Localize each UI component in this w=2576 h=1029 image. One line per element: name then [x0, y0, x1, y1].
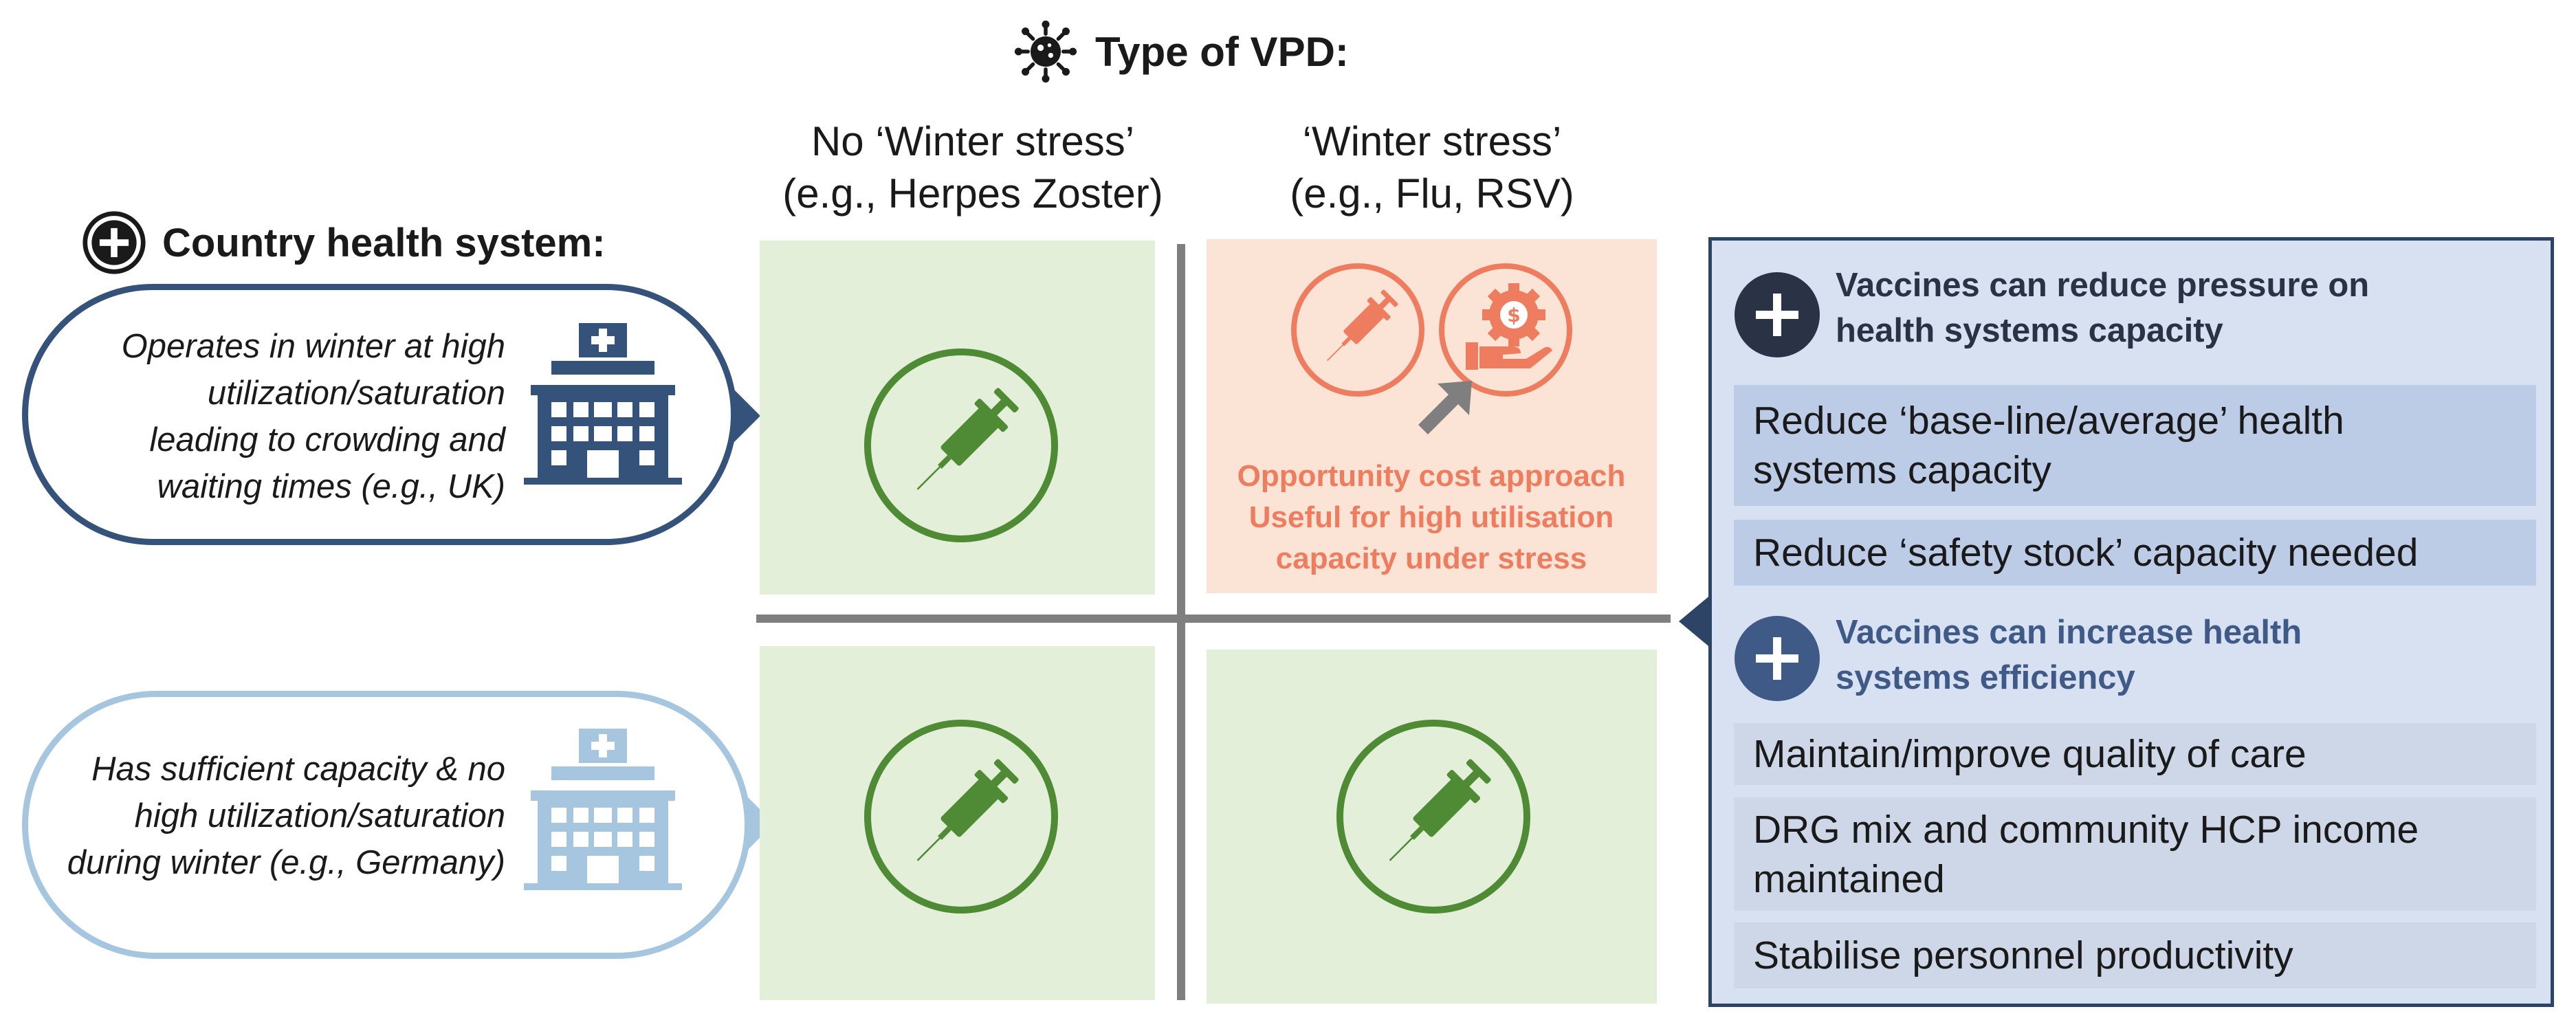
row-text-sufficient-capacity: Has sufficient capacity & no high utiliz…: [31, 746, 505, 886]
benefit-item-line: Stabilise personnel productivity: [1753, 933, 2293, 977]
svg-text:$: $: [1507, 304, 1520, 327]
benefit-item-line: Maintain/improve quality of care: [1753, 732, 2307, 776]
section-heading-reduce-pressure: Vaccines can reduce pressure on health s…: [1836, 263, 2454, 353]
panel-pointer: [1679, 594, 1712, 649]
hospital-icon: [524, 729, 682, 890]
benefit-item: DRG mix and community HCP income maintai…: [1734, 797, 2536, 911]
row-text-line: waiting times (e.g., UK): [157, 468, 506, 505]
row-text-line: leading to crowding and: [149, 421, 505, 458]
health-system-title: Country health system:: [162, 220, 606, 265]
benefit-item-line: systems capacity: [1753, 448, 2051, 492]
row-text-line: utilization/saturation: [207, 375, 505, 412]
benefit-item-line: Reduce ‘safety stock’ capacity needed: [1753, 531, 2419, 575]
plus-circle-icon: [1735, 272, 1820, 357]
syringe-icon: [1336, 720, 1530, 914]
quadrant-horizontal-divider: [756, 615, 1671, 623]
column-header-line1: ‘Winter stress’: [1302, 118, 1562, 164]
benefit-item: Reduce ‘base-line/average’ health system…: [1734, 385, 2536, 506]
row-text-high-utilization: Operates in winter at high utilization/s…: [31, 323, 505, 510]
virus-icon: [1014, 20, 1077, 83]
vpd-header: Type of VPD:: [1014, 20, 1349, 83]
section-heading-line: systems efficiency: [1836, 659, 2135, 696]
benefit-item: Maintain/improve quality of care: [1734, 723, 2536, 785]
column-header-line2: (e.g., Herpes Zoster): [782, 170, 1163, 217]
pill-pointer-dark: [733, 388, 760, 443]
opportunity-cost-line: Useful for high utilisation: [1248, 500, 1614, 534]
column-header-no-winter-stress: No ‘Winter stress’ (e.g., Herpes Zoster): [732, 115, 1213, 220]
section-heading-line: health systems capacity: [1836, 312, 2223, 349]
money-gear-icon: $: [1439, 263, 1572, 397]
column-header-winter-stress: ‘Winter stress’ (e.g., Flu, RSV): [1191, 115, 1673, 220]
vpd-title: Type of VPD:: [1095, 28, 1349, 75]
opportunity-cost-line: capacity under stress: [1275, 542, 1587, 575]
row-text-line: Has sufficient capacity & no: [91, 751, 505, 788]
syringe-icon: [864, 720, 1058, 914]
row-text-line: high utilization/saturation: [134, 797, 505, 834]
benefit-item: Reduce ‘safety stock’ capacity needed: [1734, 520, 2536, 586]
plus-circle-icon: [1735, 616, 1820, 701]
row-text-line: Operates in winter at high: [121, 328, 505, 365]
benefit-item: Stabilise personnel productivity: [1734, 922, 2536, 988]
hospital-icon: [524, 323, 682, 485]
syringe-icon: [864, 348, 1058, 542]
plus-circle-icon: [82, 211, 146, 274]
syringe-icon: [1291, 263, 1424, 397]
opportunity-cost-line: Opportunity cost approach: [1237, 459, 1626, 493]
column-header-line2: (e.g., Flu, RSV): [1290, 170, 1574, 217]
section-heading-line: Vaccines can reduce pressure on: [1836, 267, 2370, 304]
section-heading-line: Vaccines can increase health: [1836, 614, 2302, 651]
benefit-item-line: Reduce ‘base-line/average’ health: [1753, 399, 2344, 443]
arrow-up-right-icon: [1418, 381, 1472, 434]
section-heading-increase-efficiency: Vaccines can increase health systems eff…: [1836, 610, 2454, 700]
opportunity-cost-text: Opportunity cost approach Useful for hig…: [1211, 456, 1651, 579]
benefit-item-line: maintained: [1753, 856, 1945, 901]
column-header-line1: No ‘Winter stress’: [811, 118, 1135, 164]
benefit-item-line: DRG mix and community HCP income: [1753, 807, 2419, 852]
health-system-header: Country health system:: [81, 210, 606, 276]
row-text-line: during winter (e.g., Germany): [67, 844, 505, 881]
